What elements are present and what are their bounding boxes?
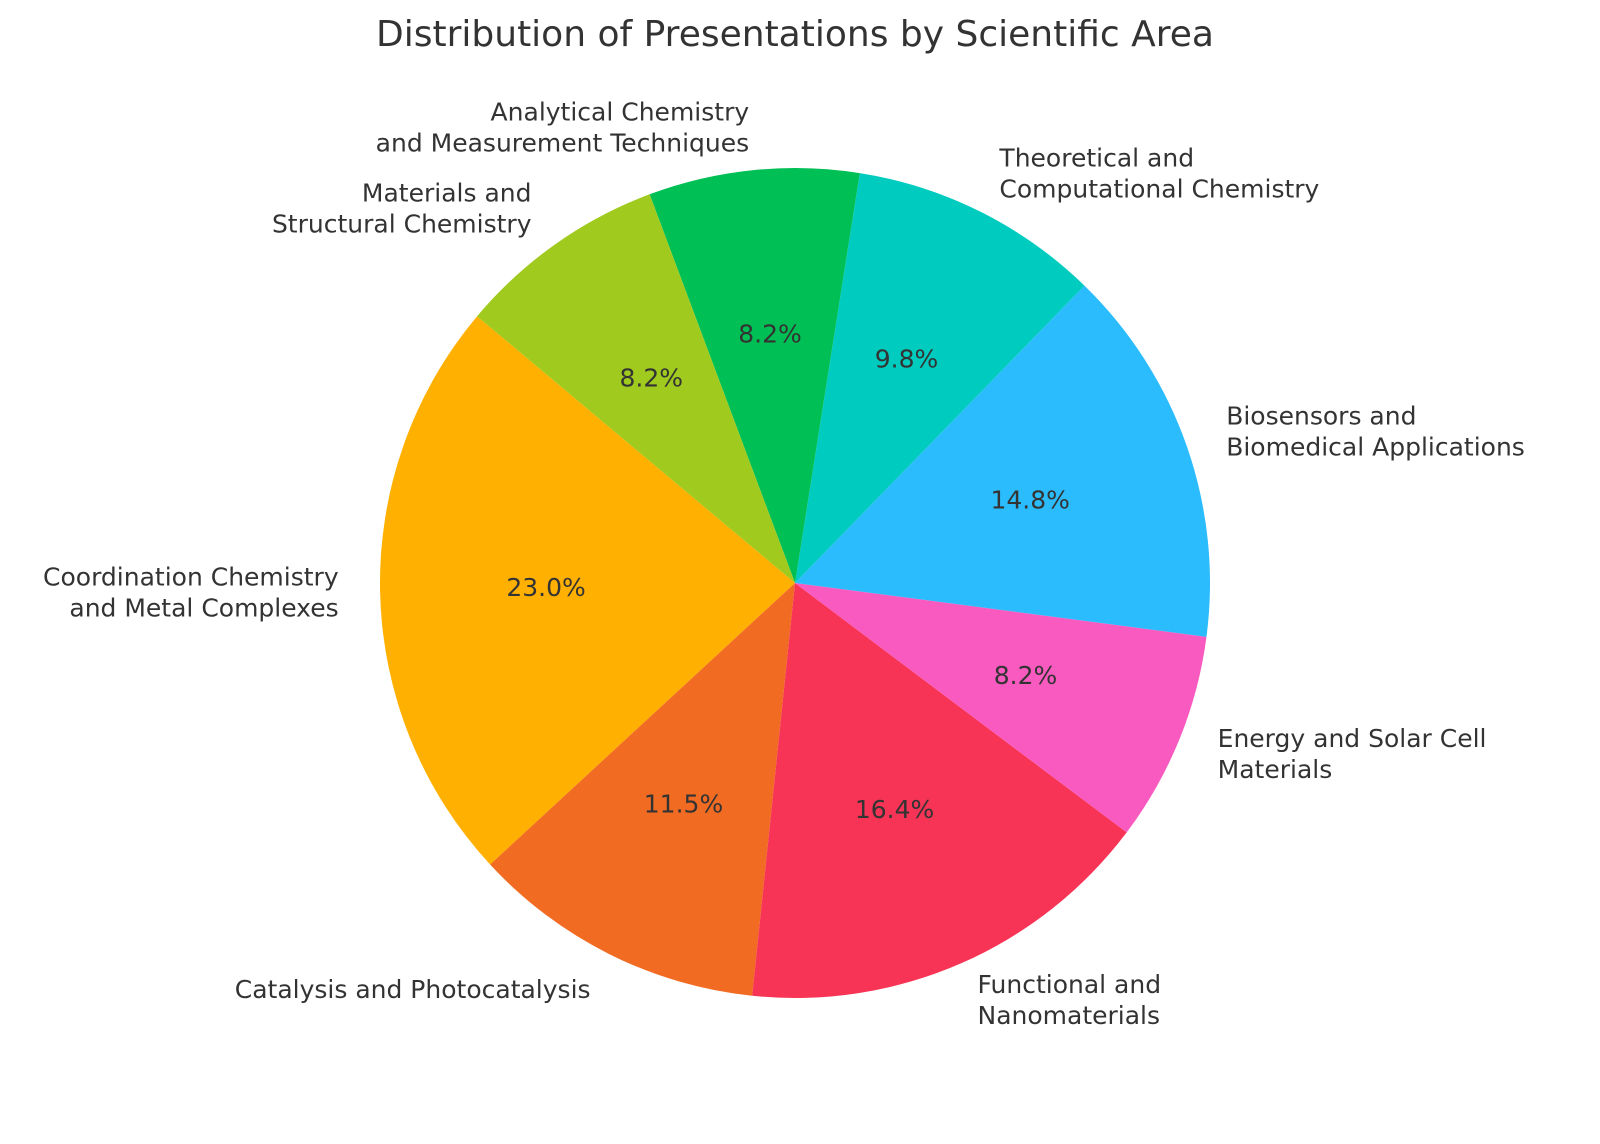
slice-category-label: Energy and Solar Cell Materials [1218,724,1487,784]
pie-slice [752,583,1127,998]
slice-percent-label: 16.4% [855,795,934,824]
pie-slice [795,173,1085,583]
slice-category-label: Theoretical and Computational Chemistry [998,143,1319,203]
pie-slice [795,285,1210,637]
pie-slice [649,168,860,584]
pie-slice [490,583,795,996]
slice-category-label: Coordination Chemistry and Metal Complexe… [43,562,339,622]
pie-slice [379,316,795,865]
slice-category-label: Analytical Chemistry and Measurement Tech… [376,97,750,157]
pie-slice [477,194,795,583]
slice-category-label: Catalysis and Photocatalysis [235,975,591,1004]
slice-percent-label: 11.5% [644,790,723,819]
slice-percent-label: 8.2% [620,364,684,393]
slice-category-label: Biosensors and Biomedical Applications [1226,402,1525,462]
slice-category-label: Functional and Nanomaterials [978,970,1162,1030]
chart-title: Distribution of Presentations by Scienti… [376,14,1214,55]
slice-category-label: Materials and Structural Chemistry [272,179,532,239]
slice-percent-label: 14.8% [990,485,1069,514]
slice-percent-label: 9.8% [875,344,939,373]
slice-percent-label: 8.2% [738,319,802,348]
slice-percent-label: 23.0% [506,573,585,602]
slice-percent-label: 8.2% [994,661,1058,690]
pie-slice [795,583,1207,833]
